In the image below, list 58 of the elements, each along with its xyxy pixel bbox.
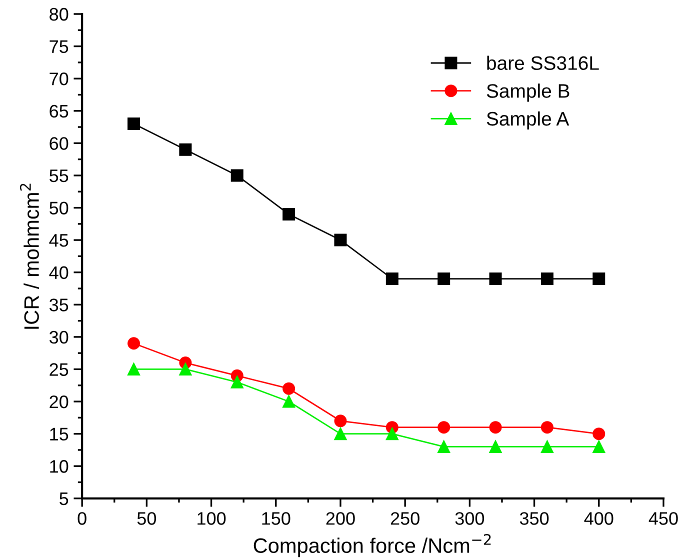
point [179,362,192,376]
x-tick-label: 150 [262,512,290,525]
y-tick-label: 70 [50,72,68,86]
y-tick-label: 25 [50,363,68,376]
y-tick-label: 60 [50,137,68,150]
point [489,421,502,434]
x-tick-label: 400 [584,512,614,525]
y-tick-label: 40 [49,266,68,280]
y-axis-title: ICR / mohmcm$^{2}$ [20,184,39,329]
point [128,118,140,130]
y-tick-label: 75 [50,40,68,54]
point [282,382,296,395]
point [438,421,450,434]
point [592,440,606,453]
x-tick-label: 350 [520,512,549,525]
x-axis-title: Compaction force /Ncm$^{−2}$ [254,534,491,558]
y-tick-label: 30 [49,330,68,344]
y-tick-label: 65 [50,104,68,118]
point [230,376,244,388]
point [592,272,606,286]
point [179,143,192,156]
legend-label: bare SS316L [487,56,599,70]
point [386,428,398,440]
y-tick-label: 55 [50,170,68,182]
point [282,395,296,408]
y-tick-label: 50 [50,202,68,214]
point [489,272,502,286]
x-tick-label: 50 [137,512,156,525]
point [540,272,554,286]
point [540,440,554,453]
point [438,440,450,453]
y-tick-label: 5 [60,492,68,506]
x-tick-label: 200 [326,512,355,525]
legend-label: Sample B [486,84,570,102]
point [334,414,347,428]
y-tick-label: 35 [49,298,68,312]
x-tick-label: 450 [648,512,678,525]
y-tick-label: 20 [50,395,68,408]
x-tick-label: 250 [390,512,420,525]
point [540,421,554,434]
point [230,169,244,182]
x-tick-label: 300 [455,512,484,525]
point [334,428,347,440]
point [592,428,606,440]
y-tick-label: 80 [50,8,68,21]
point [386,272,398,286]
point [489,440,502,453]
point [128,362,140,376]
y-tick-label: 10 [50,460,68,473]
point [128,337,140,350]
y-tick-label: 45 [49,234,68,247]
x-tick-label: 100 [198,512,226,525]
x-tick-label: 0 [78,512,86,525]
point [334,234,347,246]
y-tick-label: 15 [50,428,68,441]
point [282,208,296,220]
point [438,272,450,286]
legend-label: Sample A [486,111,570,130]
